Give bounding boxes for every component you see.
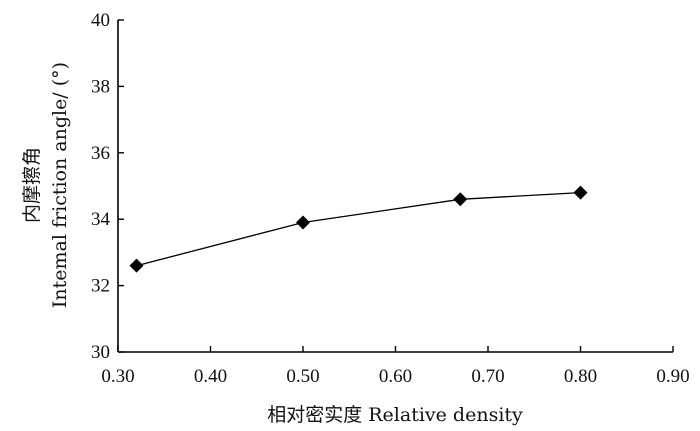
x-tick-label: 0.60 — [379, 366, 412, 387]
x-tick-label: 0.40 — [194, 366, 227, 387]
axes — [117, 20, 673, 353]
x-tick-label: 0.50 — [286, 366, 319, 387]
data-point — [453, 192, 468, 207]
data-point — [296, 215, 310, 230]
y-tick-label: 40 — [91, 10, 110, 31]
y-axis-title-english: Intemal friction angle/ (°) — [49, 62, 71, 308]
series — [129, 185, 588, 273]
data-point — [573, 185, 588, 200]
y-tick-label: 30 — [91, 342, 110, 363]
y-axis-title: 内摩擦角 Intemal friction angle/ (°) — [21, 62, 71, 308]
series-line — [136, 191, 581, 267]
y-tick-label: 34 — [91, 209, 111, 230]
y-tick-label: 32 — [91, 276, 110, 297]
y-tick-label: 38 — [91, 76, 110, 97]
x-tick-label: 0.90 — [656, 366, 689, 387]
data-point — [129, 258, 144, 273]
y-ticks: 30 32 34 36 38 40 — [91, 10, 124, 363]
y-tick-label: 36 — [91, 143, 110, 164]
x-tick-label: 0.80 — [564, 366, 597, 387]
x-axis-title: 相对密实度 Relative density — [267, 404, 523, 426]
x-tick-label: 0.30 — [101, 366, 134, 387]
y-axis-title-chinese: 内摩擦角 — [21, 147, 43, 223]
x-ticks: 0.30 0.40 0.50 0.60 0.70 0.80 0.90 — [101, 346, 690, 387]
x-tick-label: 0.70 — [471, 366, 504, 387]
